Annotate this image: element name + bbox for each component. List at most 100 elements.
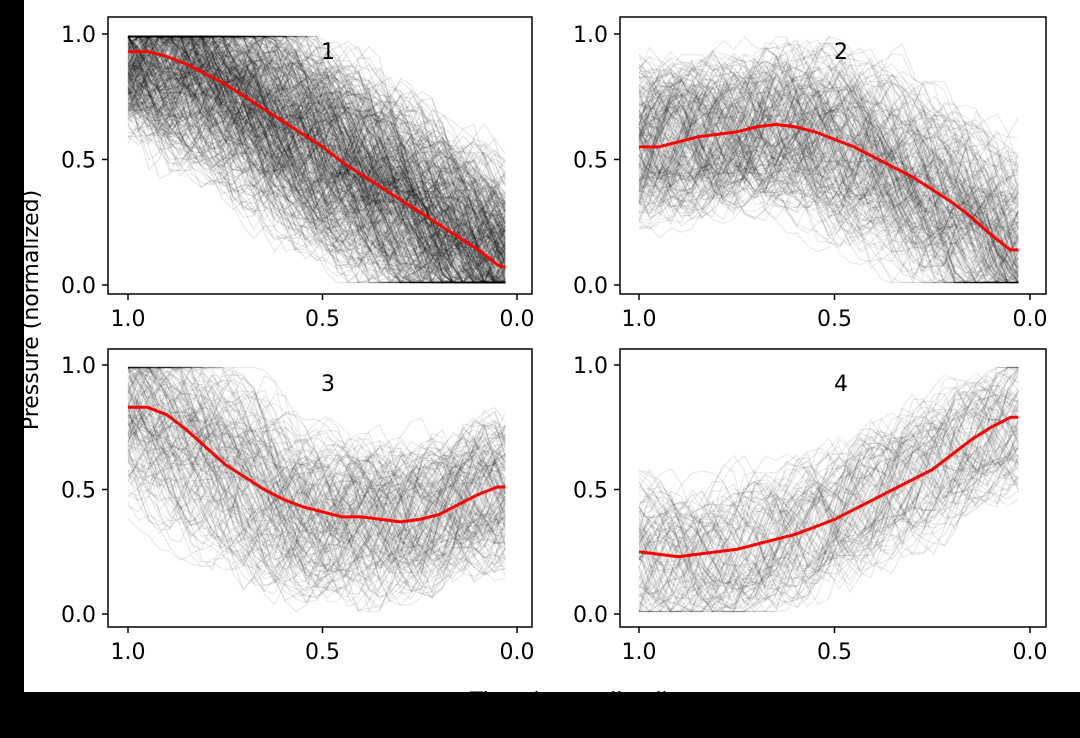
trace-line [127,422,506,602]
trace-line [638,390,1019,613]
trace-line [127,43,506,273]
trace-line [127,35,506,264]
trace-line [127,36,506,284]
trace-line [127,413,506,556]
trace-line [127,73,506,284]
axes-frame [107,16,533,295]
trace-line [638,411,1019,596]
trace-line [127,69,506,270]
trace-line [127,395,506,559]
trace-line [638,407,1019,588]
trace-line [128,35,506,258]
trace-line [127,406,506,550]
trace-line [128,35,506,284]
trace-line [638,86,1019,247]
trace-line [127,35,506,205]
trace-line [127,385,506,603]
trace-line [638,407,1019,600]
trace-line [127,385,506,590]
trace-line [127,37,506,250]
trace-line [127,385,506,575]
trace-line [638,38,1019,231]
trace-line [127,47,506,284]
trace-line [638,103,1019,275]
trace-line [127,367,506,563]
trace-line [127,35,506,284]
trace-line [638,46,1019,253]
trace-line [127,403,506,577]
trace-line [638,397,1019,613]
trace-line [638,84,1019,277]
trace-line [638,63,1019,284]
trace-line [638,59,1019,284]
trace-line [127,390,506,574]
trace-line [127,41,506,284]
trace-line [127,366,506,598]
trace-line [638,58,1019,256]
trace-line [127,35,506,284]
trace-line [127,53,506,284]
trace-line [128,35,506,240]
trace-line [127,35,506,260]
trace-line [128,35,506,235]
trace-line [128,366,506,562]
trace-line [638,89,1019,246]
trace-line [638,42,1019,208]
trace-line [638,87,1019,284]
trace-line [638,57,1019,284]
trace-line [638,91,1019,284]
trace-line [127,50,506,284]
trace-line [128,35,506,258]
trace-line [638,392,1019,592]
trace-line [128,35,506,281]
trace-line [638,89,1019,284]
trace-line [127,35,506,258]
trace-line [127,366,506,576]
trace-line [128,35,506,284]
trace-line [638,63,1019,246]
trace-line [127,76,506,284]
trace-line [128,35,506,284]
trace-line [127,35,506,284]
trace-line [127,59,506,284]
trace-line [127,62,506,263]
trace-line [127,36,506,284]
trace-line [638,61,1019,284]
trace-line [638,96,1019,270]
trace-line [128,366,506,598]
trace-line [127,35,506,283]
trace-line [638,78,1019,199]
trace-line [638,59,1019,200]
trace-line [638,424,1019,595]
trace-line [638,36,1019,208]
trace-line [127,35,506,251]
trace-line [638,103,1019,224]
trace-line [127,70,506,257]
trace-line [638,93,1019,284]
trace-line [128,35,506,284]
trace-line [127,89,506,273]
trace-line [638,46,1019,284]
trace-line [127,35,506,284]
trace-line [128,35,506,230]
trace-line [127,35,506,284]
trace-line [128,366,506,572]
trace-line [638,99,1019,284]
trace-line [127,394,506,609]
trace-line [127,35,506,242]
trace-line [127,35,506,284]
trace-line [638,123,1019,276]
trace-line [127,415,506,543]
trace-line [127,366,506,540]
trace-line [128,35,506,284]
trace-line [638,53,1019,208]
trace-line [127,366,506,574]
trace-line [128,35,506,212]
trace-line [127,66,506,284]
trace-line [127,456,506,574]
trace-line [638,63,1019,283]
trace-line [128,35,506,284]
trace-line [638,391,1019,613]
trace-line [127,35,506,284]
trace-line [638,53,1019,187]
